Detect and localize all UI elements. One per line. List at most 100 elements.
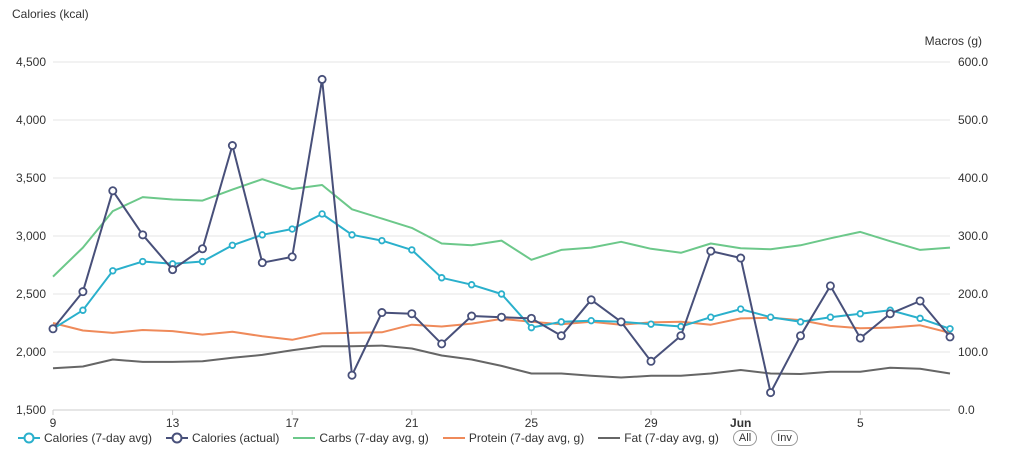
x-axis: 9 13 17 21 25 29 Jun 5	[50, 409, 950, 430]
data-point-calories-actual[interactable]	[855, 333, 865, 343]
data-point-calories-actual[interactable]	[496, 312, 506, 322]
data-point-calories-7-day-avg[interactable]	[138, 257, 147, 266]
data-point-calories-7-day-avg[interactable]	[228, 241, 237, 249]
data-point-calories-actual[interactable]	[586, 295, 596, 305]
data-point-calories-actual[interactable]	[616, 317, 626, 327]
y-left-tick-label: 3,500	[16, 171, 46, 185]
data-point-calories-actual[interactable]	[377, 308, 387, 318]
legend-swatch-carbs	[293, 437, 316, 439]
data-point-calories-7-day-avg[interactable]	[826, 313, 835, 321]
y-right-tick-label: 400.0	[958, 171, 988, 185]
data-point-calories-7-day-avg[interactable]	[288, 225, 296, 233]
data-point-calories-actual[interactable]	[825, 281, 835, 291]
data-point-calories-actual[interactable]	[796, 331, 806, 341]
data-point-calories-7-day-avg[interactable]	[318, 210, 326, 218]
data-point-calories-7-day-avg[interactable]	[856, 310, 864, 318]
legend: Calories (7-day avg) Calories (actual) C…	[18, 428, 798, 448]
data-point-calories-actual[interactable]	[108, 186, 118, 196]
y-right-tick-label: 0.0	[958, 403, 975, 417]
data-point-calories-actual[interactable]	[317, 74, 327, 84]
y-left-tick-labels: 1,500 2,000 2,500 3,000 3,500 4,000 4,500	[16, 55, 46, 417]
x-tick-label: 5	[857, 416, 864, 430]
legend-invert-button[interactable]: Inv	[771, 430, 798, 446]
x-tick-label: 25	[525, 416, 539, 430]
legend-label-calories-actual: Calories (actual)	[192, 431, 280, 445]
series-calories-actual	[48, 74, 955, 398]
data-point-calories-actual[interactable]	[437, 339, 447, 349]
data-point-calories-7-day-avg[interactable]	[497, 290, 506, 298]
data-point-calories-7-day-avg[interactable]	[408, 246, 416, 254]
y-right-tick-labels: 0.0 100.0 200.0 300.0 400.0 500.0 600.0	[958, 55, 988, 417]
data-point-calories-7-day-avg[interactable]	[467, 281, 476, 289]
legend-item-carbs[interactable]: Carbs (7-day avg, g)	[293, 431, 429, 445]
data-point-calories-actual[interactable]	[706, 246, 716, 256]
data-point-calories-actual[interactable]	[556, 331, 566, 341]
grid-lines	[53, 61, 950, 411]
y-right-tick-label: 300.0	[958, 229, 988, 243]
data-point-calories-actual[interactable]	[407, 309, 417, 319]
legend-item-protein[interactable]: Protein (7-day avg, g)	[442, 431, 585, 445]
series-layer	[48, 74, 955, 398]
legend-all-button[interactable]: All	[732, 430, 758, 446]
data-point-calories-7-day-avg[interactable]	[378, 236, 386, 245]
data-point-calories-7-day-avg[interactable]	[796, 318, 805, 326]
legend-label-carbs: Carbs (7-day avg, g)	[319, 431, 429, 445]
x-tick-label: 9	[50, 416, 57, 430]
data-point-calories-7-day-avg[interactable]	[647, 320, 655, 328]
data-point-calories-actual[interactable]	[138, 230, 148, 240]
data-point-calories-7-day-avg[interactable]	[79, 306, 87, 314]
legend-label-calories-avg: Calories (7-day avg)	[44, 431, 153, 445]
data-point-calories-actual[interactable]	[347, 370, 357, 380]
data-point-calories-actual[interactable]	[257, 258, 267, 268]
y-left-tick-label: 2,500	[16, 287, 46, 301]
series-line-fat-7-day-avg-g[interactable]	[52, 344, 951, 379]
y-right-tick-label: 500.0	[958, 113, 988, 127]
data-point-calories-7-day-avg[interactable]	[198, 257, 207, 266]
data-point-calories-7-day-avg[interactable]	[916, 314, 924, 323]
legend-label-protein: Protein (7-day avg, g)	[468, 431, 585, 445]
legend-item-calories-avg[interactable]: Calories (7-day avg)	[18, 431, 152, 445]
data-point-calories-actual[interactable]	[48, 324, 58, 334]
series-line-carbs-7-day-avg-g[interactable]	[52, 178, 951, 278]
series-calories-7-day-avg	[49, 210, 954, 333]
legend-item-fat[interactable]: Fat (7-day avg, g)	[598, 431, 719, 445]
data-point-calories-7-day-avg[interactable]	[766, 313, 775, 321]
data-point-calories-7-day-avg[interactable]	[527, 323, 536, 332]
data-point-calories-actual[interactable]	[915, 296, 925, 306]
y-right-tick-label: 600.0	[958, 55, 988, 69]
x-tick-label: 17	[286, 416, 300, 430]
x-tick-label: 21	[405, 416, 419, 430]
data-point-calories-actual[interactable]	[526, 313, 536, 323]
x-tick-label: 29	[644, 416, 658, 430]
data-point-calories-actual[interactable]	[885, 309, 895, 319]
data-point-calories-7-day-avg[interactable]	[946, 325, 954, 333]
data-point-calories-actual[interactable]	[287, 252, 297, 262]
data-point-calories-actual[interactable]	[945, 332, 955, 342]
y-right-axis-title: Macros (g)	[925, 34, 982, 48]
data-point-calories-7-day-avg[interactable]	[737, 305, 745, 313]
legend-label-fat: Fat (7-day avg, g)	[624, 431, 719, 445]
data-point-calories-actual[interactable]	[646, 356, 656, 366]
legend-item-calories-actual[interactable]: Calories (actual)	[166, 431, 279, 445]
data-point-calories-7-day-avg[interactable]	[258, 231, 266, 239]
data-point-calories-actual[interactable]	[197, 244, 207, 254]
data-point-calories-actual[interactable]	[78, 287, 88, 297]
data-point-calories-actual[interactable]	[168, 265, 178, 275]
data-point-calories-7-day-avg[interactable]	[707, 313, 715, 321]
data-point-calories-actual[interactable]	[467, 311, 477, 321]
x-tick-label: 13	[166, 416, 180, 430]
series-fat-7-day-avg-g	[52, 344, 951, 379]
data-point-calories-7-day-avg[interactable]	[587, 316, 595, 325]
data-point-calories-7-day-avg[interactable]	[109, 267, 117, 275]
data-point-calories-7-day-avg[interactable]	[438, 274, 446, 282]
y-left-tick-label: 4,000	[16, 113, 46, 127]
data-point-calories-actual[interactable]	[766, 388, 776, 398]
data-point-calories-7-day-avg[interactable]	[348, 231, 356, 239]
data-point-calories-actual[interactable]	[676, 331, 686, 341]
data-point-calories-actual[interactable]	[227, 141, 237, 151]
data-point-calories-7-day-avg[interactable]	[557, 318, 565, 326]
y-left-tick-label: 1,500	[16, 403, 46, 417]
data-point-calories-actual[interactable]	[736, 253, 746, 263]
legend-swatch-calories-actual	[166, 432, 189, 444]
y-left-tick-label: 3,000	[16, 229, 46, 243]
